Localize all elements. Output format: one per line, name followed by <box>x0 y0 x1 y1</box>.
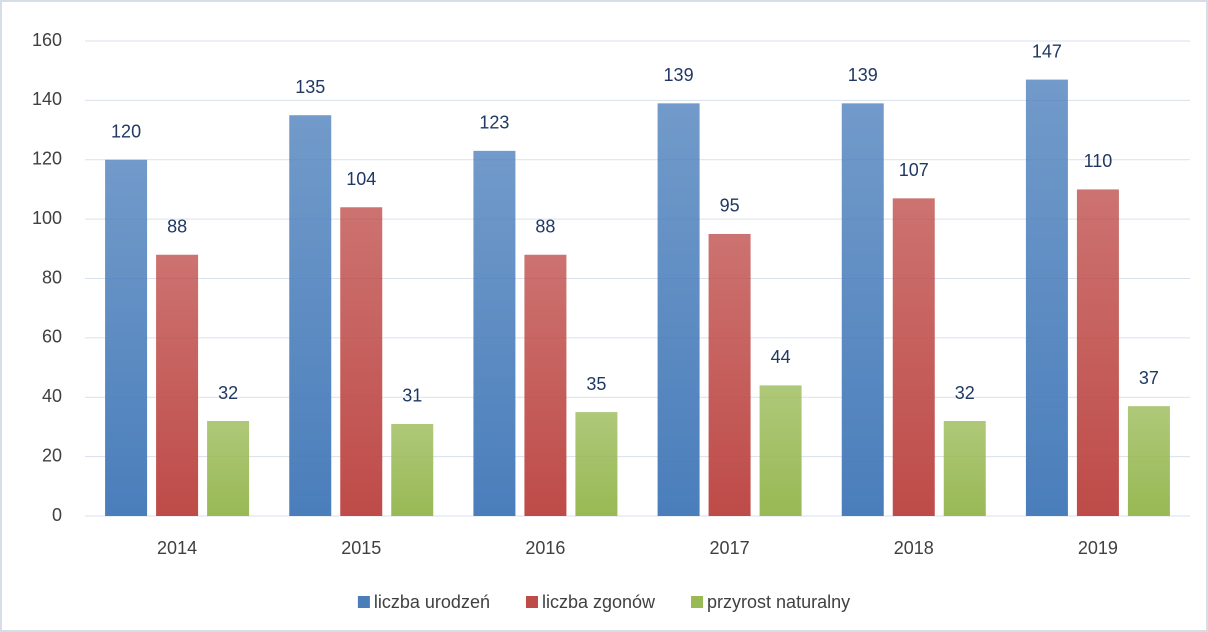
data-label: 88 <box>167 217 187 237</box>
x-tick-label: 2018 <box>894 538 934 558</box>
bar <box>340 207 383 516</box>
bar <box>1025 79 1068 516</box>
x-tick-label: 2015 <box>341 538 381 558</box>
data-label: 88 <box>535 217 555 237</box>
data-label: 32 <box>218 383 238 403</box>
bar <box>391 423 434 516</box>
data-label: 139 <box>848 65 878 85</box>
bar <box>207 421 250 516</box>
data-label: 104 <box>346 169 376 189</box>
bar <box>473 150 516 516</box>
data-label: 110 <box>1084 151 1113 171</box>
bar <box>575 412 618 516</box>
data-label: 32 <box>955 383 975 403</box>
data-label: 147 <box>1032 41 1062 61</box>
data-label: 120 <box>111 122 141 142</box>
bar <box>1127 406 1170 516</box>
legend-label: liczba zgonów <box>542 592 656 612</box>
bar <box>289 115 332 516</box>
bar <box>156 254 199 516</box>
data-label: 44 <box>771 347 791 367</box>
y-tick-label: 60 <box>42 327 62 347</box>
y-tick-label: 20 <box>42 445 62 465</box>
y-tick-label: 40 <box>42 386 62 406</box>
data-label: 107 <box>899 160 929 180</box>
data-label: 31 <box>402 386 422 406</box>
y-tick-label: 100 <box>32 208 62 228</box>
y-tick-label: 160 <box>32 30 62 50</box>
data-label: 135 <box>295 77 325 97</box>
bar <box>892 198 935 516</box>
bar <box>105 159 148 516</box>
legend-label: liczba urodzeń <box>374 592 490 612</box>
data-label: 123 <box>479 113 509 133</box>
bar <box>759 385 802 516</box>
data-label: 139 <box>664 65 694 85</box>
y-tick-label: 140 <box>32 89 62 109</box>
data-label: 37 <box>1139 368 1159 388</box>
legend-label: przyrost naturalny <box>707 592 850 612</box>
x-tick-label: 2017 <box>710 538 750 558</box>
data-label: 95 <box>720 196 740 216</box>
bar <box>1076 189 1119 516</box>
bar <box>657 103 700 516</box>
bar <box>943 421 986 516</box>
bar <box>841 103 884 516</box>
y-tick-label: 80 <box>42 267 62 287</box>
x-tick-label: 2014 <box>157 538 197 558</box>
bar <box>708 233 751 516</box>
legend-swatch <box>691 596 704 608</box>
y-tick-label: 120 <box>32 149 62 169</box>
legend-swatch <box>357 596 370 608</box>
bar <box>524 254 567 516</box>
legend-swatch <box>525 596 538 608</box>
x-tick-label: 2016 <box>525 538 565 558</box>
y-tick-label: 0 <box>52 505 62 525</box>
data-label: 35 <box>586 374 606 394</box>
x-tick-label: 2019 <box>1078 538 1118 558</box>
